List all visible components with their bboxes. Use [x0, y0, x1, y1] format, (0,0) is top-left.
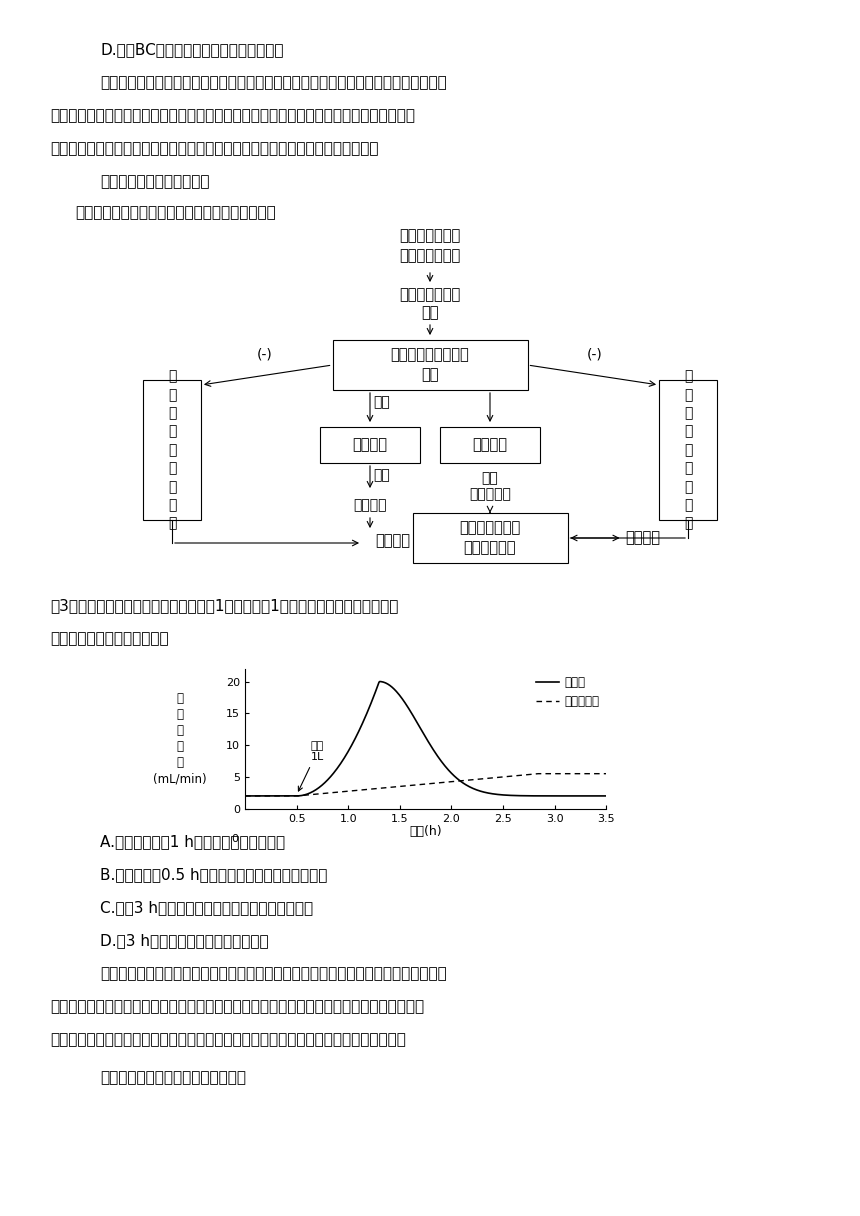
Text: 四、体液免疫和细胞免疫的破解方法: 四、体液免疫和细胞免疫的破解方法 [100, 1070, 246, 1085]
Text: 释放: 释放 [482, 471, 499, 485]
Text: 细
胞
外
液
渗
透
压
降
低: 细 胞 外 液 渗 透 压 降 低 [168, 370, 176, 530]
Text: 0: 0 [230, 834, 238, 844]
Text: 肾小管、集合管
重吸收水增强: 肾小管、集合管 重吸收水增强 [459, 520, 520, 556]
Bar [320, 427, 420, 463]
饮清水 [537, 789, 547, 804]
Text: 大脑皮层: 大脑皮层 [353, 438, 388, 452]
饮清水 [601, 789, 611, 804]
Text: 垂体后叶: 垂体后叶 [472, 438, 507, 452]
Legend: 饮清水, 饮生理盐水: 饮清水, 饮生理盐水 [531, 671, 604, 713]
饮生理盐水 [435, 776, 445, 790]
Text: A.　饮清水后约1 h，尿生成速率达到峰値: A. 饮清水后约1 h，尿生成速率达到峰値 [100, 834, 286, 849]
饮清水 [436, 754, 446, 769]
Text: 下列叙述中错误的是（　　）: 下列叙述中错误的是（ ） [50, 631, 169, 646]
Line: 饮生理盐水: 饮生理盐水 [245, 773, 606, 796]
Text: 抗利尿激素: 抗利尿激素 [469, 486, 511, 501]
Text: 辨别每个选项的表述，对于抗利尿激素的相关知识一定要熟悉，比如抗利尿激素产生的条件、: 辨别每个选项的表述，对于抗利尿激素的相关知识一定要熟悉，比如抗利尿激素产生的条件… [50, 1000, 424, 1014]
Bar [659, 379, 717, 520]
饮清水 [240, 789, 250, 804]
饮生理盐水 [414, 777, 424, 792]
X-axis label: 时间(h): 时间(h) [409, 824, 442, 838]
Bar [440, 427, 540, 463]
Text: 细
胞
外
液
渗
透
压
升
高: 细 胞 外 液 渗 透 压 升 高 [684, 370, 692, 530]
Text: 三、水平衡调节的破解方法: 三、水平衡调节的破解方法 [100, 174, 210, 188]
Text: 细胞外液渗透压: 细胞外液渗透压 [399, 287, 461, 302]
饮生理盐水 [537, 766, 547, 781]
饮生理盐水 [455, 773, 465, 788]
Text: 神经: 神经 [373, 468, 390, 482]
Text: 例3　图中曲线表示某健康成年人分别饮1升清水及饮1升生理盐水后的尿生成速率。: 例3 图中曲线表示某健康成年人分别饮1升清水及饮1升生理盐水后的尿生成速率。 [50, 598, 398, 613]
Bar [413, 513, 568, 563]
Bar [333, 340, 527, 390]
Text: 调节的相关机理，气温上升，机体散热机制激发起来，气温下降，机体产热机制激发起来，: 调节的相关机理，气温上升，机体散热机制激发起来，气温下降，机体产热机制激发起来， [50, 108, 415, 123]
Text: D.　3 h后两条曲线将不再交叉或重叠: D. 3 h后两条曲线将不再交叉或重叠 [100, 933, 268, 948]
Text: 总结感悟　解答此题首先通过曲线变化明确外界气温的变化，然后再考虑体内体温平衡: 总结感悟 解答此题首先通过曲线变化明确外界气温的变化，然后再考虑体内体温平衡 [100, 75, 446, 90]
Text: 尿量减少: 尿量减少 [625, 530, 660, 546]
Text: 下丘脑渗透压感受器
兴奋: 下丘脑渗透压感受器 兴奋 [390, 348, 470, 382]
Bar [143, 379, 201, 520]
Text: 总结感悟　此题通过曲线形式考查对水平衡调节的理解，要注意坐标所示时间値，细心: 总结感悟 此题通过曲线形式考查对水平衡调节的理解，要注意坐标所示时间値，细心 [100, 966, 446, 981]
Text: 主动饮水: 主动饮水 [375, 533, 410, 548]
Text: D.　在BC段，人体体温仍能保持相对恒定: D. 在BC段，人体体温仍能保持相对恒定 [100, 43, 284, 57]
Text: 神经: 神经 [373, 395, 390, 409]
饮清水 [412, 716, 422, 731]
Text: 产生部位、释放部位、靶器官、生理功能等内容要条理化记忆，这是水平衡调节的重点。: 产生部位、释放部位、靶器官、生理功能等内容要条理化记忆，这是水平衡调节的重点。 [50, 1032, 406, 1047]
饮生理盐水 [411, 777, 421, 792]
饮生理盐水 [240, 789, 250, 804]
Line: 饮清水: 饮清水 [245, 681, 606, 796]
Text: (-): (-) [587, 348, 603, 362]
饮清水 [375, 674, 385, 688]
Text: 升高: 升高 [421, 305, 439, 320]
Text: 过多、食物过咏: 过多、食物过咏 [399, 248, 461, 263]
饮生理盐水 [593, 766, 604, 781]
饮清水 [593, 789, 604, 804]
Text: C.　在3 h内，饮清水较饮生理盐水产生的尿量多: C. 在3 h内，饮清水较饮生理盐水产生的尿量多 [100, 900, 313, 914]
Text: 构建水平衡调节的机理图，理解水平衡调节的过程: 构建水平衡调节的机理图，理解水平衡调节的过程 [75, 206, 276, 220]
Text: B.　饮清水后0.5 h，血液中的抗利尿激素浓度降低: B. 饮清水后0.5 h，血液中的抗利尿激素浓度降低 [100, 867, 328, 882]
Text: 产生渴感: 产生渴感 [353, 499, 387, 512]
饮清水 [456, 775, 466, 789]
Text: 饮水不足、失水: 饮水不足、失水 [399, 229, 461, 243]
饮清水 [415, 720, 425, 734]
Text: 所以正常人体内的温度是不变的，所以酶的活性也不变，这是常考的易错知识点。: 所以正常人体内的温度是不变的，所以酶的活性也不变，这是常考的易错知识点。 [50, 141, 378, 156]
Text: 口服
1L: 口服 1L [298, 741, 324, 792]
饮生理盐水 [532, 766, 543, 781]
饮生理盐水 [601, 766, 611, 781]
Text: 尿
生
成
速
率
(mL/min): 尿 生 成 速 率 (mL/min) [153, 692, 207, 786]
Text: (-): (-) [257, 348, 273, 362]
